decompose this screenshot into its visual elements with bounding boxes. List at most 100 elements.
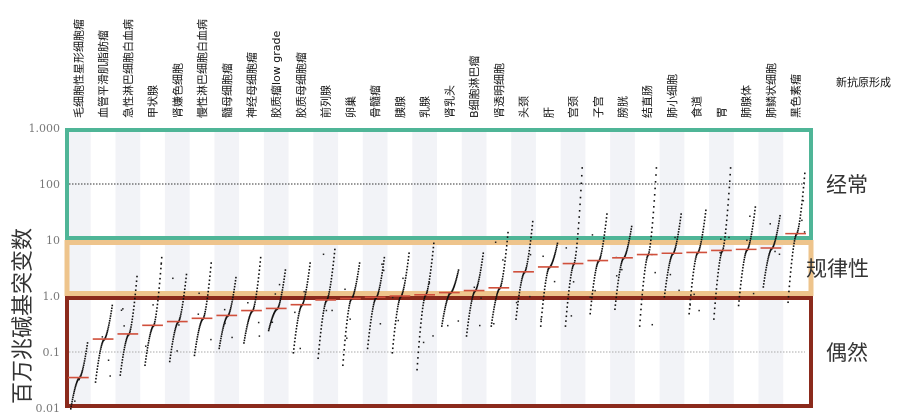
data-point [473, 286, 476, 289]
data-point [420, 318, 423, 320]
data-point [254, 301, 256, 303]
data-point [257, 280, 259, 283]
data-point [703, 222, 705, 225]
data-point [482, 252, 485, 255]
data-point [565, 247, 568, 249]
data-point [764, 274, 766, 277]
data-point [570, 274, 572, 276]
data-point [624, 254, 627, 257]
data-point [519, 286, 522, 289]
data-point [357, 273, 359, 276]
data-point [505, 249, 508, 251]
data-point [717, 271, 719, 274]
data-point [600, 252, 603, 254]
data-point [299, 307, 302, 310]
data-point [744, 254, 746, 257]
data-point [107, 359, 110, 361]
data-point [331, 268, 334, 270]
data-point [689, 303, 691, 305]
data-point [728, 180, 731, 182]
data-point [80, 374, 82, 376]
data-point [273, 312, 276, 314]
data-point [478, 276, 481, 279]
y-tick-label: 1.0 [43, 290, 61, 303]
data-point [515, 318, 517, 320]
category-label: 子宫 [591, 96, 605, 118]
data-point [575, 246, 578, 249]
data-point [232, 296, 234, 299]
data-point [578, 216, 580, 218]
data-point [444, 304, 447, 307]
data-point [97, 362, 99, 365]
data-point [520, 279, 523, 282]
data-point [521, 277, 523, 280]
data-point [517, 297, 520, 300]
data-point [147, 344, 149, 347]
data-point [281, 291, 283, 294]
data-point [283, 275, 286, 278]
data-point [354, 288, 356, 291]
data-point [82, 368, 84, 370]
data-point [110, 312, 112, 315]
data-point [206, 300, 208, 303]
column-band [461, 128, 487, 408]
data-point [473, 292, 475, 294]
data-point [551, 260, 554, 263]
data-point [778, 217, 781, 220]
data-point [803, 177, 806, 180]
data-point [231, 298, 234, 301]
data-point [744, 252, 747, 255]
data-point [174, 328, 177, 330]
y-axis-label: 百万兆碱基突变数 [11, 228, 36, 404]
data-point [741, 273, 743, 275]
data-point [470, 300, 473, 302]
data-point [125, 337, 128, 340]
column-band [214, 128, 240, 408]
data-point [352, 293, 355, 296]
data-point [492, 311, 495, 313]
data-point [740, 280, 742, 282]
data-point [129, 328, 132, 330]
data-point [367, 343, 369, 346]
data-point [231, 336, 233, 339]
data-point [101, 341, 104, 344]
data-point [574, 254, 577, 256]
data-point [722, 245, 725, 247]
data-point [679, 219, 682, 222]
data-point [401, 291, 404, 294]
data-point [724, 236, 726, 238]
data-point [176, 322, 178, 325]
data-point [739, 287, 742, 290]
data-point [654, 187, 656, 190]
data-point [329, 286, 331, 288]
data-point [419, 326, 422, 329]
data-point [292, 352, 295, 354]
data-point [494, 299, 497, 302]
data-point [726, 209, 729, 212]
data-point [253, 307, 255, 309]
data-point [580, 189, 582, 192]
data-point [245, 330, 247, 332]
data-point [578, 210, 581, 212]
data-point [317, 352, 320, 355]
data-point [100, 346, 102, 348]
data-point [717, 268, 720, 271]
data-point [617, 279, 620, 282]
data-point [516, 310, 518, 313]
data-point [174, 330, 176, 332]
data-point [453, 285, 456, 287]
data-point [801, 195, 804, 198]
data-point [594, 289, 596, 292]
data-point [567, 297, 569, 300]
data-point [594, 269, 597, 272]
data-point [358, 265, 360, 267]
zone-label: 经常 [826, 173, 868, 197]
data-point [575, 250, 577, 253]
data-point [218, 344, 221, 347]
data-point [126, 336, 128, 339]
data-point [500, 284, 502, 286]
data-point [318, 348, 320, 350]
data-point [367, 339, 370, 342]
data-point [120, 364, 123, 367]
data-point [184, 284, 186, 287]
